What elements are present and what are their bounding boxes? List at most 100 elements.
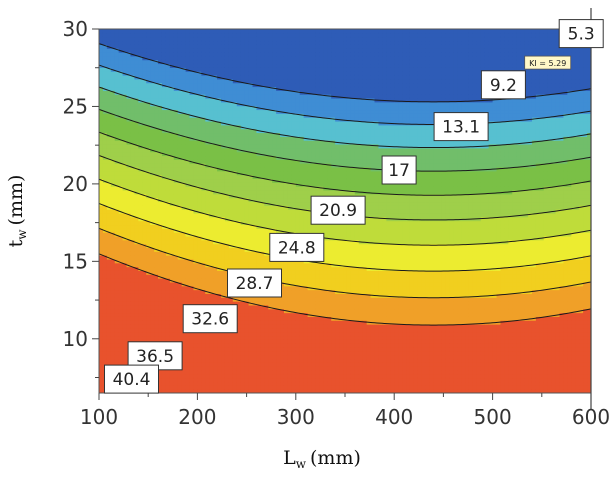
contour-band-cell xyxy=(244,105,250,111)
contour-band-cell xyxy=(252,258,258,264)
contour-band-cell xyxy=(252,182,258,187)
contour-band-cell xyxy=(221,193,226,199)
contour-band-cell xyxy=(185,97,191,103)
contour-band-cell xyxy=(99,55,104,61)
contour-band-cell xyxy=(150,312,155,317)
contour-band-cell xyxy=(161,48,167,53)
contour-band-cell xyxy=(146,281,151,287)
contour-band-cell xyxy=(146,331,151,337)
contour-band-cell xyxy=(264,159,269,164)
contour-band-cell xyxy=(221,159,226,164)
contour-band-cell xyxy=(185,105,191,111)
contour-band-cell xyxy=(193,159,198,164)
contour-band-cell xyxy=(154,255,159,260)
contour-band-cell xyxy=(173,101,179,107)
contour-band-cell xyxy=(197,143,202,149)
contour-band-cell xyxy=(236,235,242,241)
contour-band-cell xyxy=(102,320,108,325)
contour-band-cell xyxy=(213,136,218,141)
contour-band-cell xyxy=(193,166,198,172)
contour-band-cell xyxy=(287,151,293,157)
contour-band-cell xyxy=(173,44,179,49)
contour-band-cell xyxy=(165,140,171,145)
contour-band-cell xyxy=(268,308,273,314)
contour-band-cell xyxy=(142,293,147,298)
contour-band-cell xyxy=(165,331,171,337)
contour-band-cell xyxy=(126,320,132,325)
contour-band-cell xyxy=(213,170,218,176)
contour-band-cell xyxy=(205,293,210,298)
contour-band-cell xyxy=(299,220,305,226)
contour-band-cell xyxy=(221,243,226,248)
contour-band-cell xyxy=(280,308,285,314)
contour-band-cell xyxy=(287,301,293,306)
contour-band-cell xyxy=(201,78,206,84)
contour-band-cell xyxy=(169,289,175,294)
contour-band-cell xyxy=(213,182,218,187)
contour-band-cell xyxy=(264,212,269,218)
contour-band-cell xyxy=(154,189,159,195)
contour-band-cell xyxy=(158,189,163,195)
contour-band-cell xyxy=(244,140,250,145)
contour-band-cell xyxy=(276,120,281,126)
contour-band-cell xyxy=(272,201,277,206)
contour-band-cell xyxy=(228,55,234,61)
contour-band-cell xyxy=(158,316,163,321)
contour-band-cell xyxy=(169,301,175,306)
contour-band-cell xyxy=(102,281,108,287)
contour-band-cell xyxy=(158,274,163,279)
contour-band-cell xyxy=(280,140,285,145)
contour-band-cell xyxy=(221,201,226,206)
contour-band-cell xyxy=(221,373,226,379)
contour-band-cell xyxy=(291,201,297,206)
contour-band-cell xyxy=(122,327,128,333)
contour-band-cell xyxy=(177,385,183,390)
contour-band-cell xyxy=(189,189,195,195)
contour-band-cell xyxy=(283,270,289,275)
contour-band-cell xyxy=(283,347,289,352)
contour-band-cell xyxy=(295,281,301,287)
contour-band-cell xyxy=(158,143,163,149)
contour-band-cell xyxy=(217,155,222,160)
contour-band-cell xyxy=(134,312,139,317)
contour-band-cell xyxy=(102,94,108,99)
contour-band-cell xyxy=(165,289,171,294)
contour-band-cell xyxy=(283,197,289,203)
contour-band-cell xyxy=(130,308,136,314)
contour-band-cell xyxy=(99,109,104,114)
contour-band-cell xyxy=(260,389,265,393)
contour-band-cell xyxy=(205,101,210,107)
contour-band-cell xyxy=(264,94,269,99)
contour-band-cell xyxy=(205,224,210,229)
contour-band-cell xyxy=(295,312,301,317)
contour-band-cell xyxy=(291,212,297,218)
contour-band-cell xyxy=(252,155,258,160)
contour-band-cell xyxy=(283,51,289,57)
contour-band-cell xyxy=(244,304,250,310)
contour-band-cell xyxy=(260,151,265,157)
contour-band-cell xyxy=(169,247,175,252)
contour-band-cell xyxy=(150,143,155,149)
contour-band-cell xyxy=(217,128,222,134)
contour-band-cell xyxy=(248,155,254,160)
contour-band-cell xyxy=(138,262,143,268)
contour-band-cell xyxy=(193,143,198,149)
contour-band-cell xyxy=(177,262,183,268)
contour-band-cell xyxy=(228,389,234,393)
contour-band-cell xyxy=(110,101,116,107)
contour-band-cell xyxy=(295,101,301,107)
contour-band-cell xyxy=(197,59,202,65)
contour-band-cell xyxy=(252,255,258,260)
contour-band-cell xyxy=(295,212,301,218)
contour-band-cell xyxy=(165,228,171,233)
contour-band-cell xyxy=(193,90,198,95)
contour-band-cell xyxy=(126,216,132,222)
contour-band-cell xyxy=(110,266,116,271)
contour-band-cell xyxy=(134,105,139,111)
contour-band-cell xyxy=(280,63,285,68)
contour-band-cell xyxy=(295,170,301,176)
contour-band-cell xyxy=(146,316,151,321)
contour-band-cell xyxy=(303,320,309,325)
contour-band-cell xyxy=(126,293,132,298)
contour-band-cell xyxy=(260,262,265,268)
